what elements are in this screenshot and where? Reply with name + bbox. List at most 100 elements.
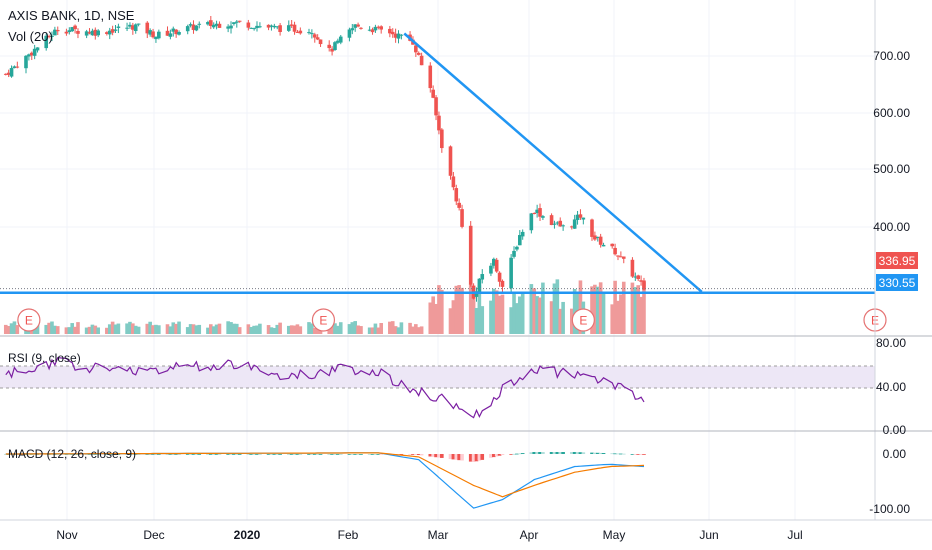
drawings[interactable] xyxy=(0,32,875,295)
candle-body xyxy=(353,24,357,28)
price-tick-600: 600.00 xyxy=(873,106,910,120)
volume-bar xyxy=(168,326,173,334)
candle-body xyxy=(318,39,323,45)
macd-histogram-bar xyxy=(191,454,196,455)
volume-bar xyxy=(336,325,340,334)
volume-bar xyxy=(165,324,170,334)
support-level-label: 330.55 xyxy=(879,276,916,290)
macd-histogram-bar xyxy=(174,454,178,455)
macd-histogram-bar xyxy=(327,454,332,455)
rsi-tick-40: 40.00 xyxy=(876,380,906,394)
macd-tick-minus100: -100.00 xyxy=(869,502,910,516)
event-marker-label: E xyxy=(579,314,587,328)
macd-histogram-bar xyxy=(286,454,291,455)
volume-bar xyxy=(154,324,158,334)
candle-body xyxy=(477,278,482,293)
volume-bar xyxy=(136,326,141,334)
volume-bar xyxy=(474,307,479,334)
volume-bar xyxy=(232,323,236,334)
volume-legend[interactable]: Vol (20) xyxy=(8,29,53,44)
volume-bar xyxy=(87,326,92,334)
macd-histogram-bar xyxy=(639,454,643,455)
volume-bar xyxy=(388,321,392,334)
trendline[interactable] xyxy=(403,32,703,293)
macd-histogram-bar xyxy=(255,454,259,455)
volume-bar xyxy=(408,322,412,334)
candle-body xyxy=(93,29,98,36)
volume-bar xyxy=(468,284,473,334)
macd-histogram-bar xyxy=(278,454,282,455)
volume-bar xyxy=(55,326,60,334)
volume-bar xyxy=(601,291,606,334)
macd-histogram-bar xyxy=(275,454,280,455)
macd-histogram-bar xyxy=(188,454,193,455)
candle-body xyxy=(500,280,505,287)
event-marker-1[interactable]: E xyxy=(17,308,41,332)
legend[interactable]: AXIS BANK, 1D, NSE Vol (20) RSI (9, clos… xyxy=(8,8,136,461)
candle-body xyxy=(12,66,17,69)
volume-bar xyxy=(616,300,620,334)
candle-body xyxy=(249,27,254,29)
macd-histogram-bar xyxy=(541,452,545,454)
rsi-axis[interactable]: 80.00 40.00 0.00 xyxy=(876,336,906,437)
volume-bar xyxy=(295,324,300,334)
macd-histogram-bar xyxy=(350,454,355,455)
macd-histogram-bar xyxy=(206,454,210,455)
rsi-pane[interactable] xyxy=(5,357,645,419)
time-label-apr: Apr xyxy=(520,528,539,542)
macd-histogram-bar xyxy=(312,454,317,455)
candle-body xyxy=(396,33,401,39)
event-marker-label: E xyxy=(319,314,327,328)
volume-bar xyxy=(552,283,557,334)
volume-bar xyxy=(633,287,638,334)
volume-bar xyxy=(376,327,381,334)
volume-bar xyxy=(307,322,311,334)
volume-bar xyxy=(434,303,438,334)
candle-body xyxy=(428,65,433,89)
macd-histogram-bar xyxy=(518,453,522,455)
volume-bar xyxy=(151,325,155,334)
volume-bar xyxy=(613,280,617,334)
volume-bar xyxy=(558,308,563,334)
macd-histogram-bar xyxy=(578,452,583,454)
volume-bar xyxy=(229,322,233,334)
event-marker-3[interactable]: E xyxy=(571,308,595,332)
macd-histogram-bar xyxy=(125,454,129,455)
volume-bar xyxy=(237,327,242,334)
volume-bar xyxy=(457,285,461,334)
macd-histogram-bar xyxy=(555,452,560,454)
candle-body xyxy=(630,259,635,277)
volume-bar xyxy=(610,304,615,334)
volume-bar xyxy=(211,326,216,334)
candle-body xyxy=(370,29,375,33)
candle-body xyxy=(292,24,297,32)
volume-bar xyxy=(131,323,135,334)
volume-bar xyxy=(338,322,343,334)
candle-body xyxy=(76,30,80,34)
volume-bar xyxy=(414,324,418,334)
macd-axis[interactable]: 0.00 -100.00 xyxy=(869,447,910,516)
candle-body xyxy=(73,25,77,30)
symbol-title[interactable]: AXIS BANK, 1D, NSE xyxy=(8,8,135,23)
signal-line xyxy=(5,452,645,498)
rsi-legend[interactable]: RSI (9, close) xyxy=(8,351,81,365)
macd-legend[interactable]: MACD (12, 26, close, 9) xyxy=(8,447,136,461)
candle-body xyxy=(295,31,300,33)
volume-bar xyxy=(249,326,254,334)
price-axis[interactable]: 700.00 600.00 500.00 400.00 336.95 330.5… xyxy=(873,49,918,291)
macd-pane[interactable] xyxy=(3,452,646,509)
event-marker-circle xyxy=(311,308,336,332)
macd-histogram-bar xyxy=(116,454,121,455)
candle-body xyxy=(154,36,158,40)
time-axis[interactable]: Nov Dec 2020 Feb Mar Apr May Jun Jul xyxy=(56,528,802,542)
candle-body xyxy=(373,26,378,31)
volume-bar xyxy=(292,325,297,334)
event-marker-2[interactable]: E xyxy=(311,308,336,332)
candle-body xyxy=(116,26,121,28)
macd-histogram-bar xyxy=(636,454,641,455)
macd-histogram-bar xyxy=(399,454,404,455)
macd-histogram-bar xyxy=(226,454,230,455)
candle-body xyxy=(226,26,230,29)
candle-body xyxy=(399,34,404,36)
